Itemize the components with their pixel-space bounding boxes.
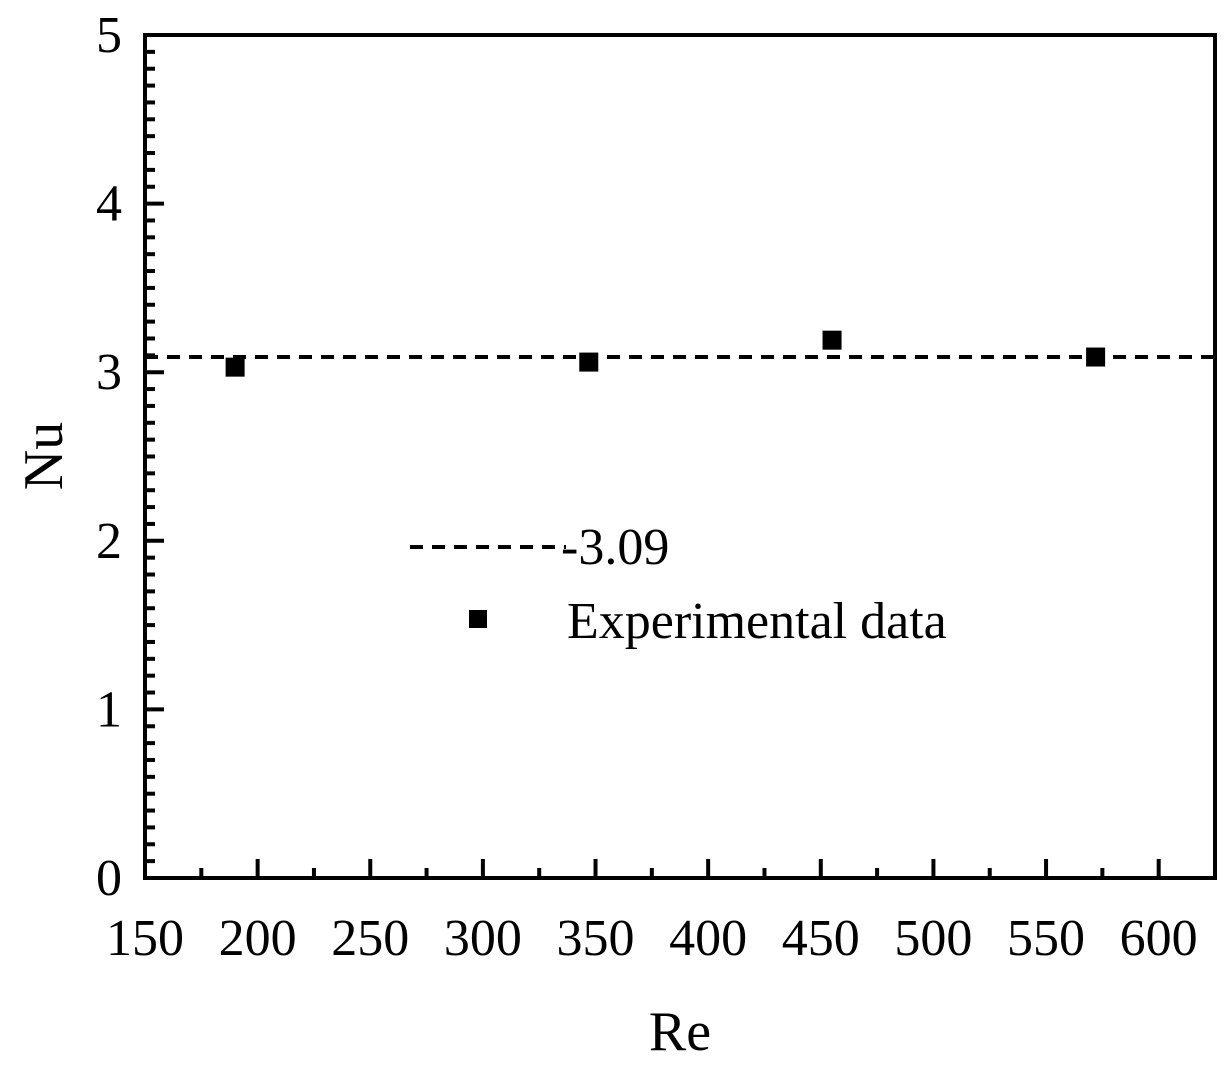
y-tick-label: 1: [96, 681, 122, 738]
series-layer: [145, 330, 1215, 377]
x-tick-label: 250: [331, 910, 409, 967]
y-ticks: [145, 33, 164, 880]
x-minor-ticks: [199, 868, 1105, 878]
x-tick-label: 300: [444, 910, 522, 967]
data-point: [822, 330, 842, 350]
x-tick-label: 200: [219, 910, 297, 967]
legend-label-line: -3.09: [561, 519, 669, 576]
legend: -3.09 Experimental data: [410, 519, 947, 650]
x-tick-label: 350: [557, 910, 635, 967]
y-tick-label: 3: [96, 344, 122, 401]
x-tick-labels: 150 200 250 300 350 400 450 500 550 600: [106, 910, 1198, 967]
x-tick-label: 400: [669, 910, 747, 967]
y-axis-title: Nu: [13, 422, 75, 490]
x-tick-label: 150: [106, 910, 184, 967]
x-ticks: [143, 859, 1161, 878]
legend-label-points: Experimental data: [567, 593, 947, 650]
plot-frame: [143, 33, 1217, 880]
x-tick-label: 600: [1120, 910, 1198, 967]
y-tick-label: 2: [96, 513, 122, 570]
data-point: [225, 357, 245, 377]
x-tick-label: 450: [782, 910, 860, 967]
y-tick-label: 5: [96, 7, 122, 64]
y-tick-label: 0: [96, 850, 122, 907]
x-tick-label: 500: [894, 910, 972, 967]
y-tick-label: 4: [96, 176, 122, 233]
y-tick-labels: 0 1 2 3 4 5: [96, 7, 122, 907]
legend-marker-sample: [469, 610, 487, 628]
y-minor-ticks: [145, 49, 155, 864]
x-tick-label: 550: [1007, 910, 1085, 967]
x-axis-title: Re: [649, 1001, 711, 1063]
